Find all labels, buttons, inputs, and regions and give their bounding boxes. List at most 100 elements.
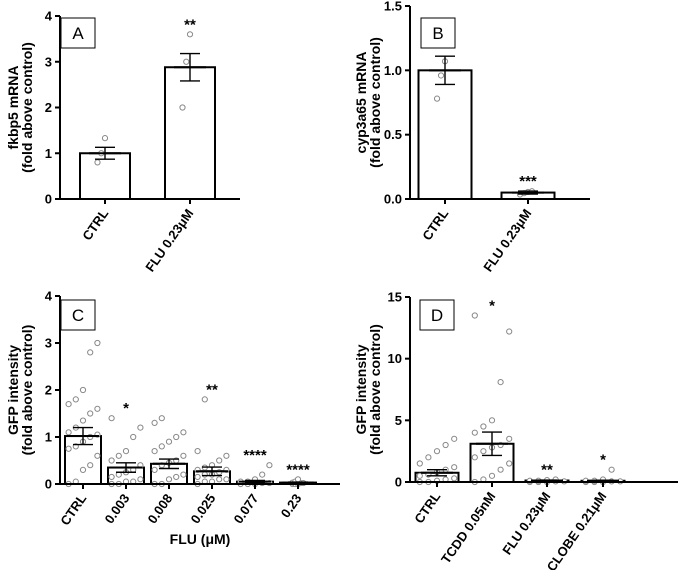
y-tick-label: 3 <box>45 336 52 351</box>
data-point <box>451 475 458 482</box>
y-tick-label: 2 <box>45 100 52 115</box>
data-point <box>72 396 79 403</box>
data-point <box>201 396 208 403</box>
data-point <box>223 476 230 483</box>
data-point <box>101 135 109 142</box>
significance-marker: ** <box>184 16 196 33</box>
x-tick-label: CLOBE 0.21μM <box>544 489 610 570</box>
data-point <box>416 460 423 467</box>
data-point <box>259 471 266 478</box>
data-point <box>165 438 173 445</box>
data-point <box>201 471 208 478</box>
x-tick-label: 0.008 <box>145 491 176 526</box>
data-point <box>108 473 115 481</box>
x-tick-label: TCDD 0.05nM <box>438 489 498 566</box>
x-tick-label: 0.077 <box>231 491 262 526</box>
data-point <box>94 159 101 166</box>
data-point <box>94 452 101 459</box>
y-tick-label: 0.0 <box>384 192 402 207</box>
data-point <box>471 312 478 319</box>
x-tick-label: CTRL <box>79 206 111 243</box>
y-tick-label: 4 <box>45 9 53 24</box>
panel-letter-box <box>60 17 96 49</box>
data-point <box>108 457 115 464</box>
y-tick-label: 1 <box>45 146 52 161</box>
x-tick-label: FLU 0.23μM <box>142 206 196 274</box>
x-tick-label: 0.23 <box>278 491 305 520</box>
y-axis-label-units: (fold above control) <box>19 42 35 173</box>
data-point <box>137 424 144 431</box>
bar <box>417 69 473 201</box>
y-axis-label: GFP intensity <box>353 344 369 434</box>
bar <box>79 152 131 200</box>
data-point <box>180 452 187 459</box>
data-point <box>137 476 144 483</box>
data-point <box>437 72 445 79</box>
significance-marker: **** <box>286 461 310 478</box>
data-point <box>433 95 441 102</box>
data-point <box>94 405 101 412</box>
data-point <box>183 58 190 65</box>
data-point <box>151 466 158 473</box>
panel-B: *** 0.0 0.5 1.0 1.5 CTRL FLU 0.23μM cyp3a65 mRN… <box>353 0 590 274</box>
significance-marker: * <box>123 400 129 417</box>
data-point <box>87 349 94 356</box>
x-tick-label: FLU 0.23μM <box>480 206 534 274</box>
data-point <box>79 386 87 394</box>
data-point <box>94 339 101 347</box>
data-point <box>266 462 273 469</box>
data-point <box>79 417 87 424</box>
panel-letter-box <box>60 299 96 331</box>
data-point <box>158 415 165 422</box>
data-point <box>488 472 496 479</box>
x-tick-label: 0.003 <box>102 491 133 526</box>
x-tick-label: CTRL <box>57 491 89 528</box>
data-point <box>173 433 180 441</box>
data-point <box>194 448 201 455</box>
data-point <box>180 471 187 478</box>
significance-marker: **** <box>243 447 267 464</box>
data-point <box>433 448 441 455</box>
y-axis-label-units: (fold above control) <box>19 325 35 456</box>
data-point <box>416 472 423 479</box>
panel-letter-box <box>420 17 456 49</box>
data-point <box>180 429 187 436</box>
significance-marker: * <box>600 452 606 469</box>
data-point <box>122 448 130 455</box>
significance-marker: ** <box>541 462 553 479</box>
data-point <box>442 441 449 449</box>
data-point <box>425 454 432 461</box>
y-axis-label: fkbp5 mRNA <box>5 65 21 149</box>
data-point <box>108 415 115 422</box>
panel-letter: A <box>72 24 84 43</box>
x-tick-label: 0.025 <box>188 491 219 526</box>
data-point <box>179 104 186 111</box>
data-point <box>506 328 513 335</box>
panel-letter: B <box>432 24 443 43</box>
x-axis-title: FLU (μM) <box>170 531 231 547</box>
data-point <box>471 429 478 436</box>
y-tick-label: 3 <box>45 54 52 69</box>
significance-marker: *** <box>519 173 537 190</box>
data-point <box>216 457 223 464</box>
data-point <box>151 419 158 426</box>
data-point <box>497 379 504 386</box>
bar <box>164 66 216 200</box>
x-tick-label: CTRL <box>419 206 451 243</box>
data-point <box>194 473 201 481</box>
data-point <box>506 460 513 467</box>
y-tick-label: 5 <box>395 413 402 428</box>
x-tick-label: CTRL <box>411 489 443 526</box>
data-point <box>79 466 87 473</box>
data-point <box>115 452 122 459</box>
data-point <box>480 423 487 430</box>
y-tick-label: 1.5 <box>384 0 402 14</box>
data-point <box>216 476 223 483</box>
data-point <box>223 452 230 459</box>
data-point <box>65 445 72 452</box>
data-point <box>165 476 173 483</box>
y-tick-label: 2 <box>45 383 52 398</box>
